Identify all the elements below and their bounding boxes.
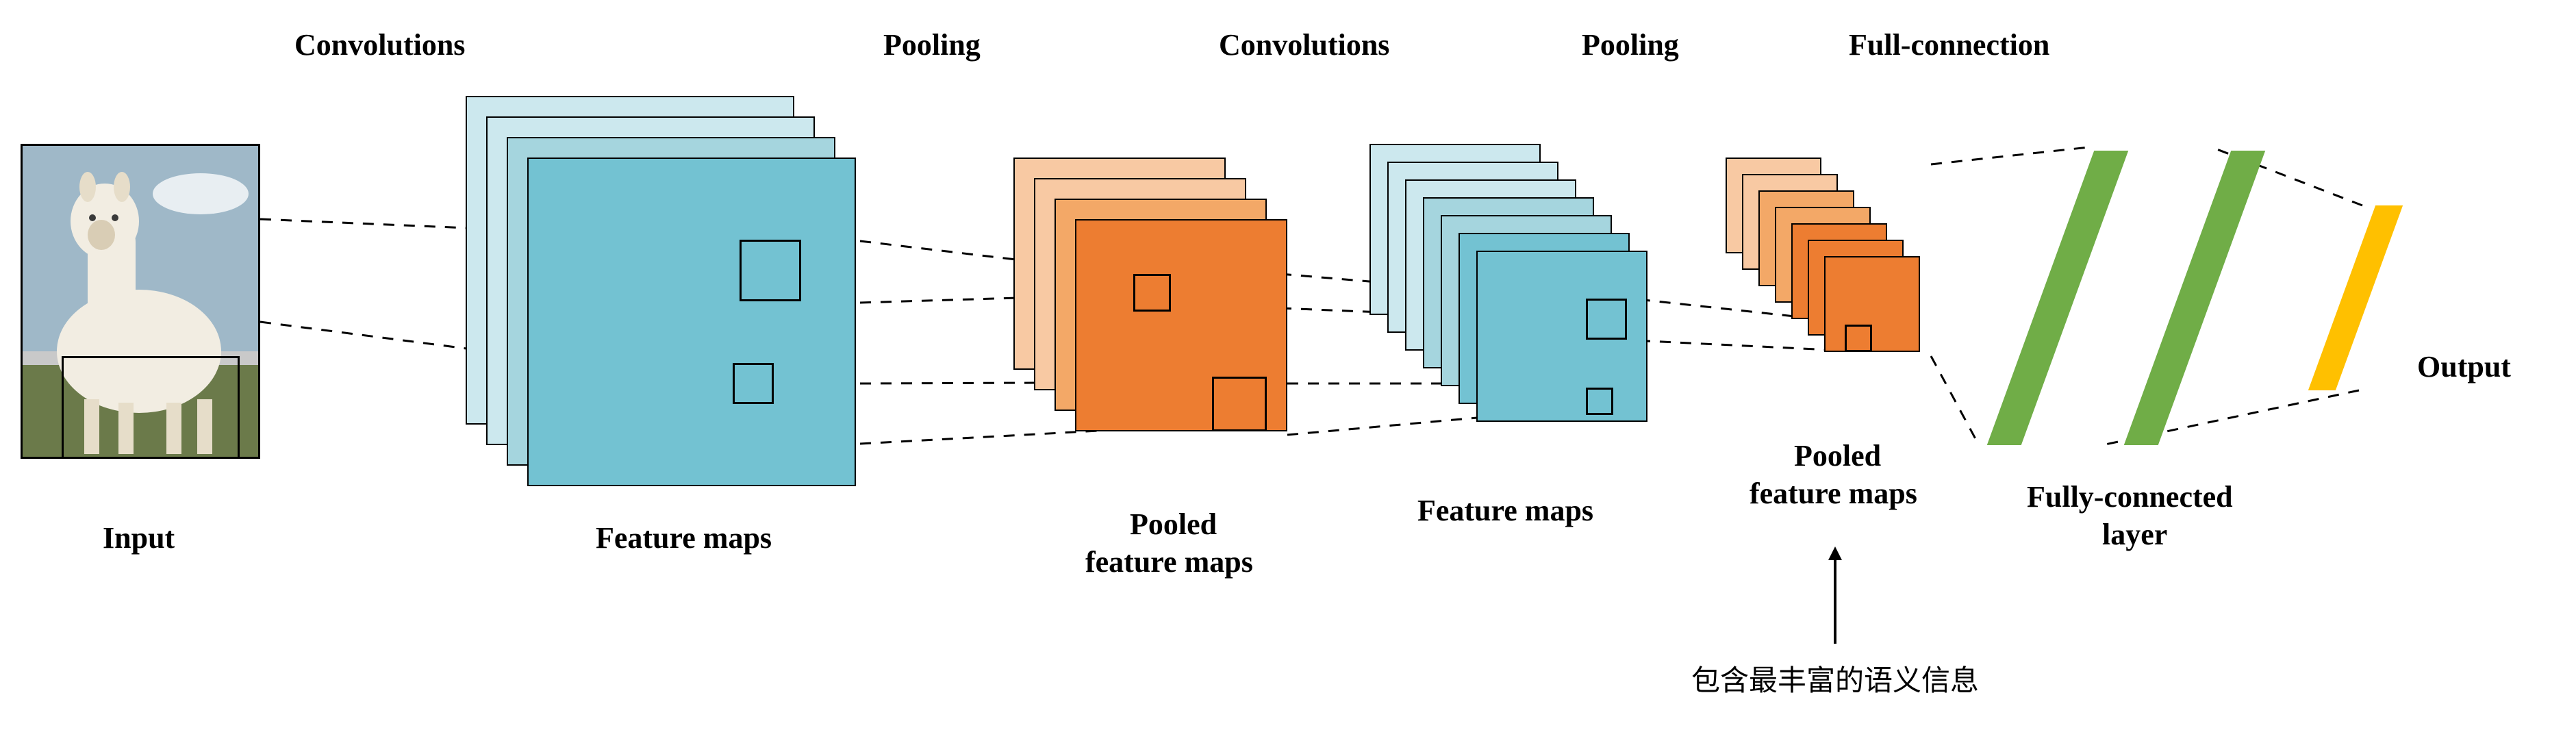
- label-pooled1-b: feature maps: [1085, 544, 1253, 579]
- label-output: Output: [2417, 349, 2511, 384]
- connection-lines: [0, 0, 2576, 730]
- annotation-arrow-line: [1834, 558, 1836, 644]
- label-pooling-2: Pooling: [1582, 27, 1679, 62]
- label-pooled2-a: Pooled: [1794, 438, 1881, 473]
- label-annotation: 包含最丰富的语义信息: [1691, 657, 1979, 699]
- label-featuremaps-2: Feature maps: [1417, 493, 1593, 528]
- label-fullconnection: Full-connection: [1849, 27, 2049, 62]
- output-bar: [2308, 205, 2403, 390]
- input-roi-box: [62, 356, 240, 459]
- label-convolutions-1: Convolutions: [294, 27, 465, 62]
- conv2-rf2: [1586, 388, 1613, 415]
- annotation-arrow-head-icon: [1828, 546, 1842, 560]
- pool1-rf1: [1133, 274, 1171, 312]
- label-featuremaps-1: Feature maps: [596, 520, 772, 555]
- conv1-rf2: [733, 363, 774, 404]
- conv2-rf1: [1586, 299, 1627, 340]
- label-input: Input: [103, 520, 175, 555]
- label-pooled2-b: feature maps: [1750, 476, 1917, 511]
- pool1-rf2: [1212, 377, 1267, 431]
- label-fc-b: layer: [2102, 517, 2167, 552]
- fc-bar-1: [1987, 151, 2129, 445]
- conv1-rf1: [740, 240, 801, 301]
- label-fc-a: Fully-connected: [2027, 479, 2233, 514]
- pool2-rf1: [1845, 325, 1872, 352]
- fc-bar-2: [2124, 151, 2266, 445]
- label-pooling-1: Pooling: [883, 27, 981, 62]
- label-pooled1-a: Pooled: [1130, 507, 1217, 542]
- label-convolutions-2: Convolutions: [1219, 27, 1389, 62]
